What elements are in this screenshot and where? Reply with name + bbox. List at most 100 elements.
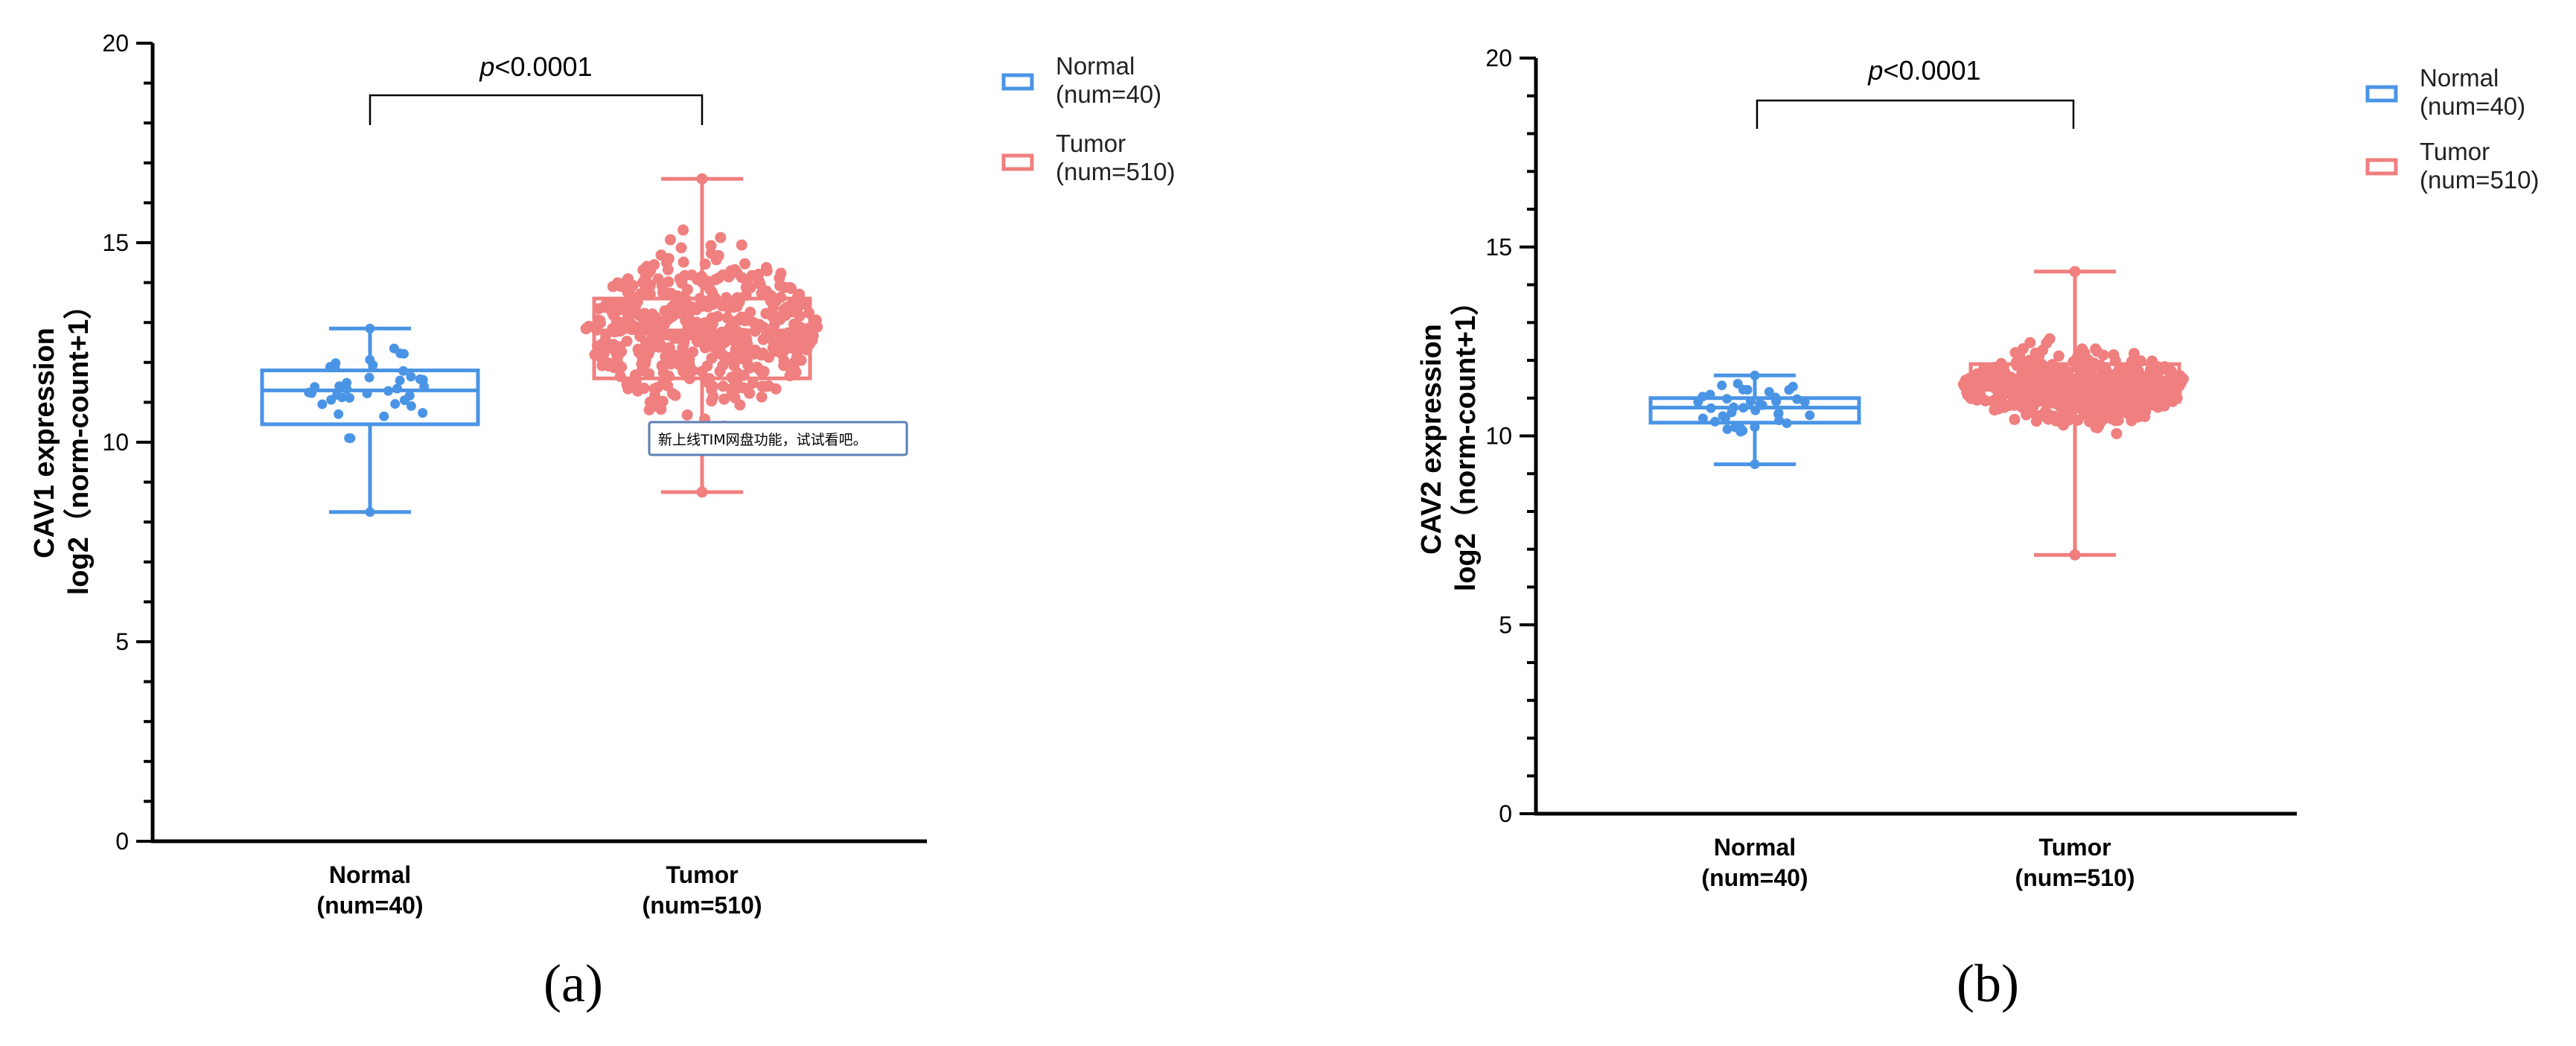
legend-swatch-normal-b bbox=[2365, 85, 2398, 103]
legend-label-tumor-b: Tumor bbox=[2420, 138, 2490, 165]
data-point-tumor-a bbox=[596, 360, 608, 371]
data-point-tumor-a bbox=[675, 330, 687, 342]
data-point-normal-a bbox=[379, 411, 389, 421]
data-point-tumor-b bbox=[2139, 410, 2151, 422]
y-axis-label-b-line1: CAV2 expression bbox=[1416, 324, 1447, 555]
y-tick-label-a: 15 bbox=[102, 229, 129, 256]
legend-count-tumor-a: (num=510) bbox=[1056, 158, 1176, 185]
data-point-tumor-a bbox=[770, 383, 782, 395]
data-point-tumor-a bbox=[739, 315, 751, 327]
data-point-normal-a bbox=[395, 375, 405, 386]
data-point-tumor-b bbox=[2009, 413, 2021, 425]
data-point-normal-a bbox=[331, 358, 341, 369]
data-point-tumor-b bbox=[2008, 373, 2020, 385]
data-point-tumor-a bbox=[657, 319, 669, 331]
data-point-tumor-a bbox=[760, 262, 772, 274]
data-point-tumor-b bbox=[2166, 366, 2178, 378]
legend-count-normal-a: (num=40) bbox=[1056, 80, 1161, 108]
data-point-tumor-a bbox=[704, 283, 716, 295]
data-point-tumor-a bbox=[778, 355, 790, 367]
data-point-tumor-a bbox=[785, 282, 797, 294]
y-tick-label-b: 5 bbox=[1499, 611, 1512, 638]
data-point-tumor-b bbox=[1960, 374, 1971, 386]
data-point-normal-b bbox=[1788, 381, 1798, 392]
y-axis-ticks-b: 0 5 10 15 20 bbox=[1485, 45, 1536, 827]
data-point-tumor-b bbox=[2050, 411, 2062, 423]
data-point-tumor-a bbox=[729, 392, 741, 404]
data-point-tumor-a bbox=[635, 309, 647, 321]
data-point-tumor-a bbox=[663, 275, 675, 287]
data-point-tumor-a bbox=[654, 331, 666, 342]
data-point-tumor-a bbox=[736, 239, 747, 251]
data-point-tumor-a bbox=[657, 287, 669, 299]
legend-swatch-tumor-a bbox=[1001, 153, 1034, 171]
data-point-normal-a bbox=[334, 409, 344, 419]
data-point-tumor-a bbox=[648, 312, 660, 324]
data-point-tumor-a bbox=[607, 281, 619, 293]
data-point-normal-a bbox=[389, 343, 399, 354]
data-point-tumor-b bbox=[2133, 389, 2145, 401]
data-point-tumor-b bbox=[2146, 360, 2158, 372]
data-point-tumor-a bbox=[640, 265, 652, 277]
y-tick-label-b: 0 bbox=[1499, 800, 1512, 827]
data-point-tumor-a bbox=[639, 278, 651, 290]
legend-b: Normal (num=40) Tumor (num=510) bbox=[2365, 64, 2540, 194]
p-value-b: p<0.0001 bbox=[1867, 55, 1980, 86]
data-point-tumor-a bbox=[655, 404, 667, 415]
tooltip-text: 新上线TIM网盘功能，试试看吧。 bbox=[658, 432, 867, 448]
data-point-tumor-a bbox=[663, 252, 675, 264]
data-point-tumor-a bbox=[706, 383, 718, 395]
data-point-tumor-a bbox=[725, 334, 737, 345]
data-point-tumor-a bbox=[788, 299, 800, 310]
data-point-tumor-a bbox=[681, 409, 693, 421]
data-point-tumor-a bbox=[678, 256, 689, 268]
data-point-tumor-a bbox=[760, 329, 772, 341]
category-label-tumor-b: Tumor bbox=[2038, 834, 2111, 861]
data-point-normal-b bbox=[1805, 410, 1815, 421]
data-point-tumor-a bbox=[597, 346, 609, 358]
data-point-tumor-a bbox=[753, 268, 765, 280]
data-point-tumor-a bbox=[716, 300, 728, 312]
data-points-b bbox=[1693, 266, 2189, 561]
data-point-tumor-b bbox=[2080, 409, 2092, 421]
legend-count-tumor-b: (num=510) bbox=[2420, 166, 2540, 194]
data-point-tumor-a bbox=[739, 344, 750, 356]
data-point-tumor-a bbox=[678, 358, 690, 370]
data-point-tumor-a bbox=[686, 301, 698, 313]
data-point-tumor-a bbox=[644, 396, 656, 408]
data-point-tumor-a bbox=[719, 354, 731, 366]
data-point-tumor-b bbox=[2062, 371, 2073, 383]
data-point-normal-a bbox=[317, 399, 328, 409]
data-point-tumor-b bbox=[1998, 389, 2009, 401]
legend-label-normal-a: Normal bbox=[1056, 52, 1135, 80]
data-point-tumor-a bbox=[718, 393, 730, 405]
data-point-tumor-a bbox=[777, 310, 789, 322]
data-point-tumor-a bbox=[713, 338, 725, 350]
data-point-normal-a bbox=[399, 395, 409, 406]
boxplots-a bbox=[260, 176, 812, 514]
category-count-tumor-a: (num=510) bbox=[643, 892, 762, 919]
data-point-tumor-b bbox=[2021, 372, 2033, 384]
data-point-tumor-b bbox=[2091, 422, 2103, 434]
legend-label-tumor-a: Tumor bbox=[1056, 130, 1126, 157]
data-point-normal-b bbox=[1764, 386, 1774, 397]
data-point-tumor-b bbox=[1998, 401, 2010, 413]
data-point-tumor-b bbox=[2047, 370, 2059, 382]
data-point-tumor-a bbox=[714, 366, 726, 377]
data-point-tumor-b bbox=[2017, 402, 2029, 414]
data-point-tumor-b bbox=[1977, 369, 1989, 381]
data-point-normal-a bbox=[345, 433, 356, 444]
data-point-tumor-a bbox=[601, 298, 613, 310]
tooltip-popup[interactable]: 新上线TIM网盘功能，试试看吧。 bbox=[648, 421, 908, 456]
data-point-tumor-a bbox=[638, 383, 650, 395]
data-point-tumor-b bbox=[2028, 389, 2040, 401]
data-point-tumor-a bbox=[610, 299, 622, 310]
data-point-tumor-a bbox=[725, 265, 737, 277]
data-point-normal-a bbox=[332, 389, 342, 400]
data-point-normal-a bbox=[364, 372, 374, 383]
data-point-tumor-a bbox=[678, 339, 689, 351]
data-point-normal-b bbox=[1738, 384, 1748, 395]
data-point-normal-a bbox=[345, 392, 355, 403]
significance-bracket-b bbox=[1756, 99, 2075, 129]
data-point-normal-b bbox=[1720, 412, 1730, 423]
